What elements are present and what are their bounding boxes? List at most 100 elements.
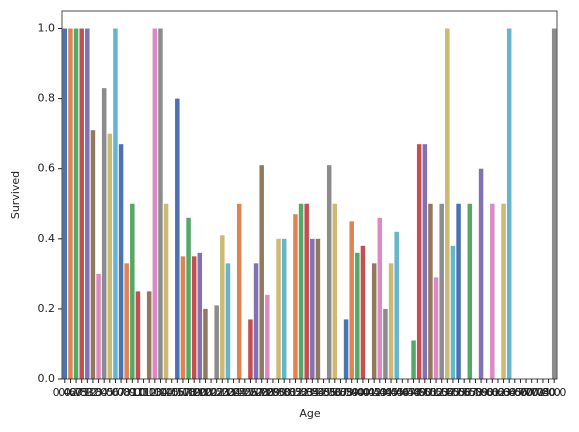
x-tick-label: 0.92 <box>75 386 100 399</box>
x-tick-label: 16.0 <box>171 386 196 399</box>
x-axis-label: Age <box>299 407 321 420</box>
bar <box>197 252 203 379</box>
bar <box>118 144 124 379</box>
x-tick-label: 49.0 <box>413 386 438 399</box>
x-tick-label: 0.67 <box>58 386 83 399</box>
bar <box>259 165 264 379</box>
x-tick-label: 4.0 <box>101 386 119 399</box>
bar <box>113 28 118 380</box>
bar <box>388 263 394 379</box>
bar <box>225 263 231 379</box>
x-tick-label: 38.0 <box>339 386 364 399</box>
bar <box>377 217 383 379</box>
y-tick-label: 1.0 <box>38 22 56 35</box>
x-tick-label: 56.0 <box>458 386 483 399</box>
x-tick-label: 18.0 <box>182 386 207 399</box>
y-tick-label: 0.8 <box>38 92 56 105</box>
x-tick-label: 20.5 <box>199 386 224 399</box>
x-tick-label: 53.0 <box>435 386 460 399</box>
x-tick-label: 22.0 <box>210 386 235 399</box>
x-tick-label: 11.0 <box>137 386 162 399</box>
y-axis-label: Survived <box>9 171 22 219</box>
x-tick-label: 23.0 <box>216 386 241 399</box>
x-tick-label: 70.5 <box>525 386 550 399</box>
x-tick-label: 3.0 <box>95 386 113 399</box>
bar <box>90 130 96 379</box>
plot-frame <box>61 10 558 380</box>
bar <box>371 263 377 379</box>
bar <box>456 203 461 379</box>
bar <box>551 28 557 380</box>
bar <box>394 231 399 379</box>
y-tick-label: 0.0 <box>38 372 56 385</box>
bar <box>450 245 456 379</box>
bar <box>360 245 366 379</box>
bar <box>416 144 422 379</box>
x-tick-label: 25.0 <box>238 386 263 399</box>
bar <box>304 203 309 379</box>
x-tick-label: 5.0 <box>107 386 125 399</box>
y-tick-label: 0.4 <box>38 232 56 245</box>
x-tick-label: 29.0 <box>266 386 291 399</box>
x-tick-label: 34.5 <box>311 386 336 399</box>
bar <box>490 203 495 379</box>
x-tick-label: 36.0 <box>323 386 348 399</box>
bar <box>152 28 158 380</box>
x-tick-label: 19.0 <box>188 386 213 399</box>
bar <box>349 221 354 379</box>
bar <box>85 28 90 380</box>
bar <box>180 256 186 379</box>
x-tick-label: 0.75 <box>64 386 89 399</box>
x-tick-label: 61.0 <box>486 386 511 399</box>
x-tick-label: 2.0 <box>90 386 108 399</box>
x-tick-label: 1.0 <box>84 386 102 399</box>
bar <box>146 291 152 379</box>
x-tick-label: 14.0 <box>154 386 179 399</box>
bar <box>281 238 287 379</box>
x-tick-label: 9.0 <box>129 386 147 399</box>
x-tick-label: 24.5 <box>233 386 258 399</box>
bar <box>96 273 101 379</box>
x-tick-label: 0.83 <box>69 386 94 399</box>
bar <box>265 294 270 379</box>
x-tick-label: 15.0 <box>165 386 190 399</box>
x-tick-label: 33.0 <box>300 386 325 399</box>
x-tick-label: 51.0 <box>424 386 449 399</box>
x-tick-label: 55.0 <box>446 386 471 399</box>
x-tick-label: 40.5 <box>356 386 381 399</box>
bar <box>478 168 484 379</box>
x-tick-label: 50.0 <box>418 386 443 399</box>
x-tick-label: 35.0 <box>317 386 342 399</box>
x-tick-label: 24.0 <box>227 386 252 399</box>
x-tick-label: 31.0 <box>283 386 308 399</box>
bar <box>68 28 73 380</box>
bar <box>73 28 79 380</box>
bar <box>326 165 332 379</box>
x-tick-label: 41.0 <box>362 386 387 399</box>
x-tick-label: 32.0 <box>289 386 314 399</box>
x-tick-label: 0.42 <box>53 386 78 399</box>
x-tick-label: 44.0 <box>379 386 404 399</box>
x-tick-label: 32.5 <box>294 386 319 399</box>
x-tick-label: 27.0 <box>249 386 274 399</box>
x-tick-label: 55.5 <box>452 386 477 399</box>
x-tick-label: 40.0 <box>351 386 376 399</box>
bar <box>175 98 180 379</box>
x-tick-label: 34.0 <box>306 386 331 399</box>
x-tick-label: 65.0 <box>508 386 533 399</box>
x-tick-label: 52.0 <box>429 386 454 399</box>
x-tick-label: 71.0 <box>531 386 556 399</box>
bar <box>124 263 129 379</box>
bar <box>411 340 416 379</box>
bar <box>506 28 512 380</box>
x-tick-label: 36.5 <box>328 386 353 399</box>
x-tick-label: 10.0 <box>131 386 156 399</box>
x-tick-label: 21.0 <box>204 386 229 399</box>
y-tick-label: 0.2 <box>38 302 56 315</box>
bar <box>467 203 473 379</box>
x-tick-label: 12.0 <box>143 386 168 399</box>
x-tick-label: 47.0 <box>401 386 426 399</box>
bar <box>220 235 225 379</box>
bar <box>428 203 433 379</box>
